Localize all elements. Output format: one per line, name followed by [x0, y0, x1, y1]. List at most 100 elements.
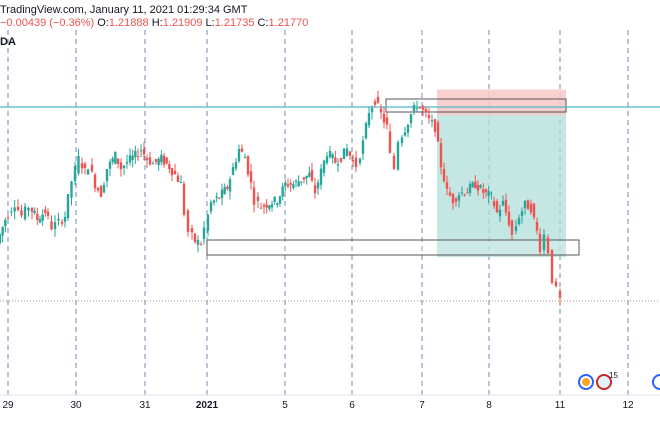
candle-body [498, 209, 502, 217]
candle-body [370, 107, 374, 113]
candle-body [415, 108, 419, 110]
chart-header: TradingView.com, January 11, 2021 01:29:… [0, 4, 250, 16]
candle-body [223, 187, 226, 195]
candle-body [0, 234, 2, 243]
candle-body [520, 211, 524, 216]
candle-body [308, 172, 311, 177]
candle-body [27, 207, 30, 211]
candle-body [162, 155, 166, 165]
candle-body [430, 120, 434, 122]
candle-body [373, 101, 377, 105]
candle-body [523, 200, 527, 209]
candle-body [38, 219, 42, 223]
candle-body [471, 182, 474, 187]
candle-body [406, 124, 410, 133]
candle-body [348, 151, 352, 156]
candle-body [510, 220, 514, 235]
candle-body [60, 221, 64, 224]
candle-body [466, 192, 469, 194]
candle-body [412, 105, 416, 112]
candle-body [558, 290, 562, 298]
candle-body [492, 201, 496, 207]
candle-body [286, 184, 290, 187]
candle-body [400, 137, 404, 144]
candle-body [313, 185, 317, 194]
candle-body [206, 215, 210, 231]
candle-body [57, 218, 60, 221]
candle-body [145, 158, 149, 160]
candle-body [20, 210, 23, 216]
candle-body [125, 161, 129, 164]
candle-body [10, 211, 13, 213]
candle-body [300, 181, 303, 183]
candle-body [36, 213, 39, 220]
x-tick-label: 31 [139, 400, 151, 411]
candle-body [136, 156, 140, 158]
candle-body [46, 211, 50, 216]
candle-body [476, 184, 480, 191]
candle-body [234, 162, 238, 169]
candle-body [70, 181, 73, 198]
candle-body [305, 175, 308, 179]
candle-body [396, 142, 400, 170]
candle-body [379, 108, 383, 113]
candle-body [457, 195, 461, 201]
candle-body [364, 123, 368, 139]
candle-body [281, 186, 284, 197]
candle-body [128, 155, 132, 163]
candle-body [487, 191, 490, 196]
candle-body [316, 182, 320, 189]
candle-body [119, 162, 123, 170]
candle-body [13, 207, 16, 212]
target-zone [437, 109, 566, 257]
candle-body [409, 114, 413, 124]
candle-body [262, 205, 266, 207]
candle-body [111, 158, 114, 162]
event-globe-icon [652, 374, 660, 390]
candle-body [240, 148, 244, 152]
close-value: 1.21770 [268, 17, 309, 29]
candle-body [463, 194, 466, 196]
candle-body [538, 233, 542, 252]
open-label: O: [97, 17, 109, 29]
candle-body [474, 181, 477, 189]
x-tick-label: 2021 [196, 400, 219, 411]
candle-body [294, 180, 298, 182]
candle-body [23, 206, 27, 220]
candle-body [259, 207, 263, 209]
event-count-badge: 15 [609, 371, 618, 380]
candle-body [220, 189, 224, 198]
candle-body [268, 205, 271, 209]
candle-body [50, 221, 53, 230]
candle-body [170, 168, 174, 176]
close-label: C: [257, 17, 269, 29]
candle-body [179, 181, 183, 183]
candle-body [297, 181, 300, 187]
candle-body [451, 193, 455, 204]
candle-body [439, 143, 443, 168]
candle-body [535, 221, 539, 231]
candle-body [424, 109, 428, 113]
candle-body [243, 157, 247, 159]
candle-body [160, 154, 163, 163]
candle-body [479, 185, 482, 188]
candle-body [529, 203, 533, 213]
candle-body [212, 200, 216, 203]
supply-zone-box [385, 98, 567, 113]
candle-body [542, 234, 546, 251]
candle-body [228, 179, 232, 192]
candle-body [6, 217, 10, 219]
low-label: L: [205, 17, 215, 29]
ohlc-legend: −0.00439 (−0.36%) O:1.21888 H:1.21909 L:… [0, 17, 308, 29]
candle-body [468, 184, 472, 194]
candle-body [93, 174, 97, 189]
candle-body [484, 189, 488, 192]
candle-body [165, 157, 168, 164]
candle-body [292, 184, 295, 188]
candle-body [351, 160, 355, 162]
event-flag-icon [596, 374, 612, 390]
event-globe-icon [582, 378, 590, 386]
candle-body [454, 198, 458, 202]
